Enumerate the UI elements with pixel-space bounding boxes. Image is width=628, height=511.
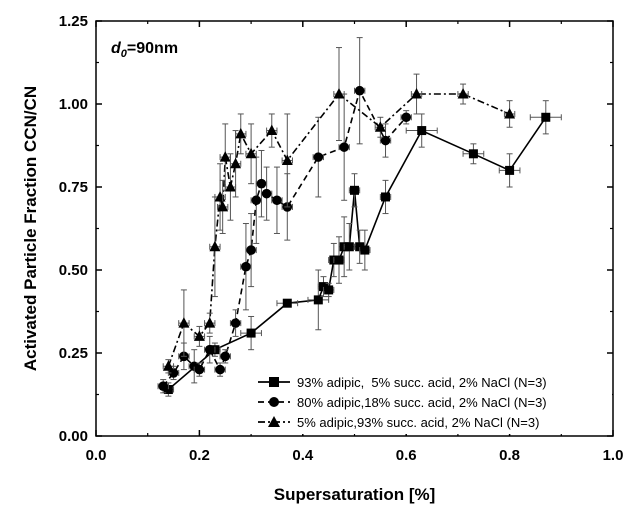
legend-label-3: 5% adipic,93% succ. acid, 2% NaCl (N=3) bbox=[297, 415, 539, 430]
data-point-square bbox=[360, 245, 370, 255]
data-point-triangle bbox=[230, 157, 242, 169]
data-point-circle bbox=[401, 112, 412, 123]
y-tick-label: 0.25 bbox=[59, 345, 88, 362]
x-tick-label: 0.0 bbox=[86, 447, 107, 464]
legend-marker-circle bbox=[269, 397, 279, 407]
data-point-square bbox=[381, 192, 391, 202]
y-tick-label: 1.25 bbox=[59, 13, 88, 30]
data-point-square bbox=[417, 126, 427, 136]
data-point-circle bbox=[272, 195, 282, 206]
data-point-circle bbox=[380, 135, 391, 146]
data-point-triangle bbox=[374, 121, 386, 132]
legend-entry-2: 80% adipic,18% succ. acid, 2% NaCl (N=3) bbox=[258, 395, 547, 410]
x-tick-label: 0.6 bbox=[396, 447, 417, 464]
data-point-square bbox=[334, 255, 344, 265]
data-point-circle bbox=[246, 245, 256, 255]
legend-box bbox=[250, 366, 612, 434]
data-point-square bbox=[468, 149, 478, 159]
data-point-triangle bbox=[235, 127, 247, 139]
x-tick-label: 0.8 bbox=[499, 447, 520, 464]
data-point-triangle bbox=[224, 181, 236, 192]
data-point-triangle bbox=[204, 317, 216, 328]
legend: 93% adipic, 5% succ. acid, 2% NaCl (N=3)… bbox=[250, 366, 612, 434]
data-point-triangle bbox=[333, 88, 345, 99]
data-point-circle bbox=[204, 344, 215, 355]
data-point-triangle bbox=[245, 147, 257, 159]
data-point-triangle bbox=[504, 107, 516, 119]
data-point-triangle bbox=[217, 200, 229, 212]
data-point-triangle bbox=[178, 317, 190, 328]
axis-layer: 0.0 0.2 0.4 0.6 0.8 1.0 0.00 0.25 0.50 0.75 1.00 1.… bbox=[59, 13, 624, 464]
data-point-circle bbox=[194, 364, 205, 375]
x-tick-label: 1.0 bbox=[603, 447, 624, 464]
legend-marker-square bbox=[269, 377, 279, 387]
series-layer bbox=[157, 37, 562, 397]
data-point-square bbox=[350, 185, 359, 195]
data-point-square bbox=[163, 385, 173, 395]
series-3-triangle bbox=[162, 47, 516, 374]
data-point-square bbox=[318, 282, 328, 292]
x-tick-label: 0.2 bbox=[189, 447, 210, 464]
data-point-triangle bbox=[162, 360, 174, 371]
data-point-square bbox=[324, 285, 334, 295]
legend-marker-triangle bbox=[268, 416, 280, 427]
data-point-triangle bbox=[193, 330, 205, 341]
data-point-circle bbox=[339, 142, 349, 152]
data-point-circle bbox=[256, 178, 267, 189]
data-point-circle bbox=[354, 85, 365, 96]
data-point-circle bbox=[261, 188, 272, 199]
data-point-triangle bbox=[266, 124, 278, 136]
annotation-value: =90nm bbox=[127, 40, 178, 57]
data-point-square bbox=[344, 242, 354, 252]
y-tick-label: 1.00 bbox=[59, 96, 88, 113]
data-point-circle bbox=[251, 195, 262, 206]
legend-entry-1: 93% adipic, 5% succ. acid, 2% NaCl (N=3) bbox=[258, 375, 547, 390]
data-point-triangle bbox=[219, 151, 231, 162]
annotation-subscript: 0 bbox=[121, 48, 128, 60]
data-point-circle bbox=[158, 381, 169, 392]
data-point-square bbox=[505, 165, 515, 175]
data-point-square bbox=[313, 295, 323, 305]
y-tick-label: 0.75 bbox=[59, 179, 88, 196]
data-point-triangle bbox=[281, 154, 293, 165]
data-point-circle bbox=[215, 364, 225, 375]
data-point-square bbox=[355, 242, 365, 252]
data-point-square bbox=[282, 298, 292, 308]
data-point-square bbox=[541, 112, 551, 122]
y-axis-title: Activated Particle Fraction CCN/CN bbox=[21, 86, 40, 371]
legend-label-2: 80% adipic,18% succ. acid, 2% NaCl (N=3) bbox=[297, 395, 547, 410]
data-point-square bbox=[246, 328, 256, 338]
x-axis-title: Supersaturation [%] bbox=[274, 485, 436, 504]
legend-label-1: 93% adipic, 5% succ. acid, 2% NaCl (N=3) bbox=[297, 375, 547, 390]
legend-entry-3: 5% adipic,93% succ. acid, 2% NaCl (N=3) bbox=[258, 415, 539, 430]
annotation-d: d bbox=[111, 40, 122, 57]
series-1-square bbox=[162, 100, 562, 397]
y-tick-label: 0.00 bbox=[59, 428, 88, 445]
data-point-triangle bbox=[209, 240, 221, 252]
data-point-triangle bbox=[411, 88, 423, 99]
x-tick-label: 0.4 bbox=[292, 447, 314, 464]
y-tick-label: 0.50 bbox=[59, 262, 88, 279]
data-point-circle bbox=[313, 152, 324, 162]
data-point-circle bbox=[241, 261, 251, 272]
series-2-circle bbox=[157, 37, 412, 394]
data-point-triangle bbox=[457, 88, 469, 99]
data-point-circle bbox=[220, 351, 231, 362]
annotation-label: d0=90nm bbox=[111, 40, 178, 60]
data-point-circle bbox=[230, 318, 241, 328]
